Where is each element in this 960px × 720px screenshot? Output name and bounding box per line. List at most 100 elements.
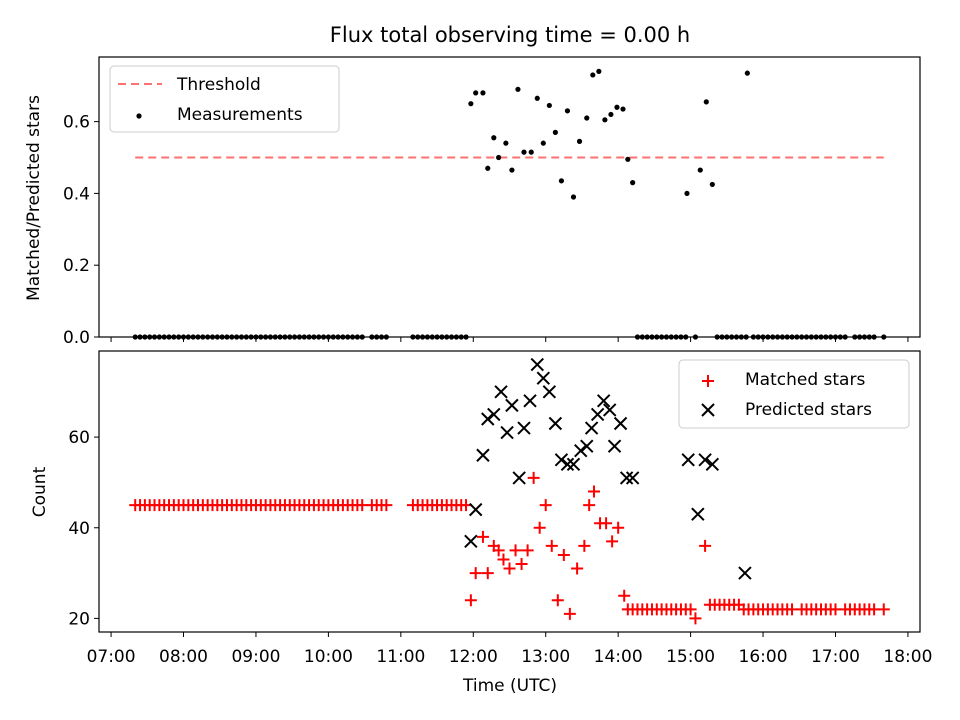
bottom-x-tick-label: 13:00 — [521, 647, 570, 667]
matched-star-marker — [563, 607, 576, 620]
predicted-star-marker — [487, 407, 501, 422]
top-y-tick-label: 0.6 — [63, 113, 90, 133]
matched-star-marker — [583, 499, 596, 512]
predicted-star-marker — [580, 439, 594, 453]
bottom-panel: Count Time (UTC) 20 40 60 07:00 08:00 09:00 1… — [30, 350, 932, 696]
bottom-x-tick-label: 14:00 — [594, 647, 643, 667]
measurement-point — [491, 135, 497, 141]
bottom-x-tick-label: 17:00 — [811, 647, 860, 667]
predicted-star-marker — [548, 416, 563, 431]
top-y-tick-label: 0.4 — [63, 184, 90, 204]
matched-star-marker — [699, 539, 712, 552]
bottom-x-tick-label: 09:00 — [231, 647, 280, 667]
predicted-star-marker — [476, 448, 490, 462]
measurement-point — [558, 178, 565, 184]
measurement-point — [515, 86, 521, 92]
legend-measurements-label: Measurements — [177, 105, 303, 125]
measurement-point — [584, 115, 590, 121]
measurement-point — [703, 99, 709, 105]
measurement-point — [596, 68, 602, 74]
measurement-point — [468, 101, 474, 107]
predicted-star-marker — [500, 425, 514, 440]
predicted-stars-points — [464, 357, 752, 580]
predicted-star-marker — [468, 502, 483, 517]
predicted-star-marker — [738, 566, 752, 580]
top-title: Flux total observing time = 0.00 h — [330, 23, 690, 47]
predicted-star-marker — [512, 471, 526, 485]
matched-star-marker — [509, 544, 522, 557]
predicted-star-marker — [625, 471, 640, 485]
predicted-star-marker — [536, 371, 551, 385]
matched-star-marker — [492, 544, 505, 557]
matched-star-marker — [464, 594, 477, 607]
bottom-x-tick-label: 10:00 — [304, 647, 353, 667]
measurement-point — [540, 140, 546, 146]
top-axes-frame — [98, 56, 921, 338]
bottom-axes-frame — [98, 350, 921, 633]
matched-star-marker — [527, 471, 540, 484]
legend-matched-label: Matched stars — [745, 370, 865, 390]
bottom-y-tick-label: 20 — [68, 609, 90, 629]
bottom-legend: Matched stars Predicted stars — [678, 359, 910, 429]
bottom-ylabel: Count — [30, 466, 50, 517]
bottom-x-tick-label: 08:00 — [159, 647, 208, 667]
matched-star-marker — [571, 562, 584, 575]
legend-predicted-label: Predicted stars — [745, 400, 872, 420]
top-legend-box — [109, 65, 340, 133]
measurement-point — [546, 102, 552, 109]
predicted-star-marker — [691, 507, 705, 521]
legend-measurements-swatch — [136, 113, 142, 119]
measurement-point — [608, 111, 614, 118]
measurement-point — [620, 106, 626, 112]
measurement-point — [614, 104, 620, 110]
matched-star-marker — [497, 553, 510, 566]
predicted-star-marker — [698, 453, 712, 467]
matched-star-marker — [533, 521, 546, 534]
predicted-star-marker — [481, 412, 495, 426]
measurement-point — [485, 165, 491, 171]
measurement-point — [503, 140, 509, 146]
legend-matched-swatch — [702, 375, 714, 387]
matched-star-marker — [469, 567, 482, 580]
matched-star-marker — [600, 517, 613, 530]
matched-star-marker — [684, 603, 697, 616]
matched-star-marker — [515, 558, 528, 571]
bottom-x-tick-label: 16:00 — [739, 647, 788, 667]
predicted-star-marker — [542, 385, 557, 399]
bottom-y-tick-label: 40 — [68, 519, 90, 539]
bottom-x-tick-label: 18:00 — [883, 647, 932, 667]
measurement-point — [534, 95, 540, 101]
measurement-point — [509, 167, 515, 173]
measurement-point — [552, 129, 558, 135]
matched-star-marker — [618, 589, 631, 602]
top-panel: Flux total observing time = 0.00 h Match… — [24, 23, 921, 348]
measurement-point — [709, 181, 715, 188]
matched-star-marker — [481, 567, 494, 580]
predicted-star-marker — [554, 453, 569, 467]
predicted-star-marker — [596, 394, 611, 408]
measurement-point — [528, 149, 534, 155]
measurement-point — [521, 149, 527, 155]
legend-threshold-label: Threshold — [176, 75, 261, 95]
top-y-tick-label: 0.0 — [63, 328, 90, 348]
matched-star-marker — [380, 499, 393, 512]
predicted-star-marker — [584, 421, 599, 435]
measurement-point — [744, 70, 750, 76]
matched-star-marker — [557, 548, 570, 561]
measurement-point — [602, 117, 608, 123]
bottom-x-tick-label: 07:00 — [87, 647, 136, 667]
measurement-point — [480, 90, 486, 96]
predicted-star-marker — [619, 471, 634, 485]
legend-predicted-swatch — [701, 403, 715, 417]
predicted-star-marker — [530, 357, 544, 372]
bottom-x-tick-label: 15:00 — [666, 647, 715, 667]
predicted-star-marker — [517, 421, 531, 435]
matched-star-marker — [503, 562, 516, 575]
measurement-point — [473, 90, 479, 96]
matched-star-marker — [689, 612, 702, 625]
predicted-star-marker — [464, 534, 478, 549]
top-y-tick-label: 0.2 — [63, 256, 90, 276]
matched-star-marker — [606, 535, 619, 548]
predicted-star-marker — [590, 407, 605, 422]
